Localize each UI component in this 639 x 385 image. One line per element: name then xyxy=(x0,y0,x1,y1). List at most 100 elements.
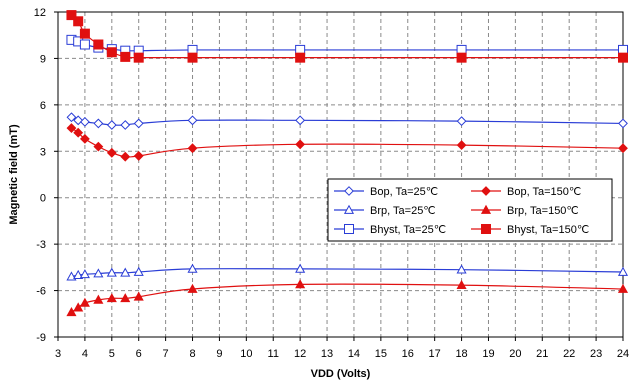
legend-swatch-marker xyxy=(481,224,491,234)
data-point xyxy=(295,115,306,126)
x-tick-label: 10 xyxy=(240,348,252,360)
data-point xyxy=(120,267,131,277)
data-point xyxy=(73,16,84,27)
data-point xyxy=(93,39,104,50)
data-point xyxy=(456,52,467,63)
data-point xyxy=(617,266,629,276)
data-point xyxy=(66,307,77,317)
data-point xyxy=(187,115,198,126)
data-point xyxy=(79,269,90,279)
x-tick-label: 21 xyxy=(536,348,548,360)
data-point xyxy=(120,120,131,130)
data-point xyxy=(66,10,77,21)
legend-swatch-marker xyxy=(344,224,354,234)
x-tick-label: 16 xyxy=(402,348,414,360)
series-3 xyxy=(66,279,629,317)
series-1 xyxy=(66,123,628,162)
data-point xyxy=(187,143,198,154)
series-5 xyxy=(66,10,628,63)
x-tick-label: 4 xyxy=(82,348,88,360)
x-tick-label: 14 xyxy=(348,348,360,360)
x-tick-label: 8 xyxy=(189,348,195,360)
x-tick-label: 23 xyxy=(590,348,602,360)
data-point xyxy=(133,118,144,129)
data-point xyxy=(187,283,198,293)
legend-swatch-marker xyxy=(480,204,492,214)
y-tick-label: 3 xyxy=(40,146,46,158)
legend-label: Brp, Ta=25℃ xyxy=(370,205,436,217)
data-point xyxy=(106,147,117,158)
data-point xyxy=(106,267,117,277)
series-2 xyxy=(66,263,629,281)
legend-item: Brp, Ta=25℃ xyxy=(334,204,436,217)
data-point xyxy=(79,28,90,39)
data-point xyxy=(79,39,90,50)
x-tick-label: 24 xyxy=(617,348,629,360)
legend-item: Bop, Ta=150℃ xyxy=(471,186,581,198)
x-axis-label: VDD (Volts) xyxy=(311,368,371,380)
data-point xyxy=(93,268,104,278)
y-tick-label: 0 xyxy=(40,193,46,205)
data-point xyxy=(73,269,84,279)
x-tick-label: 17 xyxy=(429,348,441,360)
data-point xyxy=(295,263,306,273)
x-tick-label: 18 xyxy=(455,348,467,360)
data-point xyxy=(106,47,117,58)
data-point xyxy=(456,140,467,151)
data-point xyxy=(106,293,117,303)
legend-label: Brp, Ta=150℃ xyxy=(507,205,579,217)
x-tick-label: 15 xyxy=(375,348,387,360)
legend-label: Bop, Ta=150℃ xyxy=(507,186,581,198)
x-tick-label: 11 xyxy=(268,348,279,360)
legend-label: Bhyst, Ta=25℃ xyxy=(370,224,446,236)
data-point xyxy=(93,118,104,129)
x-tick-label: 19 xyxy=(482,348,494,360)
data-point xyxy=(617,283,629,293)
data-point xyxy=(93,294,104,304)
x-tick-label: 7 xyxy=(163,348,169,360)
y-tick-label: -6 xyxy=(36,286,46,298)
x-tick-label: 20 xyxy=(509,348,521,360)
data-point xyxy=(133,151,144,161)
data-point xyxy=(187,52,198,63)
data-point xyxy=(295,139,306,150)
data-point xyxy=(120,293,131,303)
legend-item: Bhyst, Ta=150℃ xyxy=(471,224,589,236)
data-point xyxy=(295,279,306,289)
y-tick-label: 12 xyxy=(34,7,46,19)
data-point xyxy=(618,118,628,129)
data-point xyxy=(73,127,84,138)
data-point xyxy=(66,271,77,281)
y-tick-label: -9 xyxy=(36,332,46,344)
data-point xyxy=(618,52,628,63)
data-point xyxy=(73,302,84,312)
y-tick-labels: 12 9 6 3 0 -3 -6 -9 xyxy=(34,7,58,344)
legend-swatch-marker xyxy=(343,204,355,214)
data-point xyxy=(456,264,467,274)
plot-frame xyxy=(57,11,624,338)
series-layer xyxy=(66,10,629,317)
data-point xyxy=(618,143,628,154)
data-point xyxy=(66,123,77,133)
data-point xyxy=(456,279,467,290)
x-tick-label: 5 xyxy=(109,348,115,360)
x-tick-label: 9 xyxy=(216,348,222,360)
data-point xyxy=(456,116,467,127)
data-point xyxy=(106,120,117,130)
data-point xyxy=(73,115,84,126)
data-point xyxy=(133,266,144,276)
data-point xyxy=(120,151,131,162)
x-tick-label: 12 xyxy=(294,348,306,360)
legend-swatch-marker xyxy=(481,186,491,196)
legend-item: Bop, Ta=25℃ xyxy=(334,186,438,198)
data-point xyxy=(295,52,306,63)
x-tick-labels: 3 4 5 6 7 8 9 10 11 12 13 14 15 16 17 18 19 20 21 22 23 24 xyxy=(55,337,629,360)
x-tick-label: 22 xyxy=(563,348,575,360)
data-point xyxy=(79,133,90,144)
legend-item: Brp, Ta=150℃ xyxy=(471,204,579,217)
data-point xyxy=(120,51,131,62)
y-tick-label: -3 xyxy=(36,239,46,251)
y-tick-label: 9 xyxy=(40,53,46,65)
series-0 xyxy=(66,112,628,130)
